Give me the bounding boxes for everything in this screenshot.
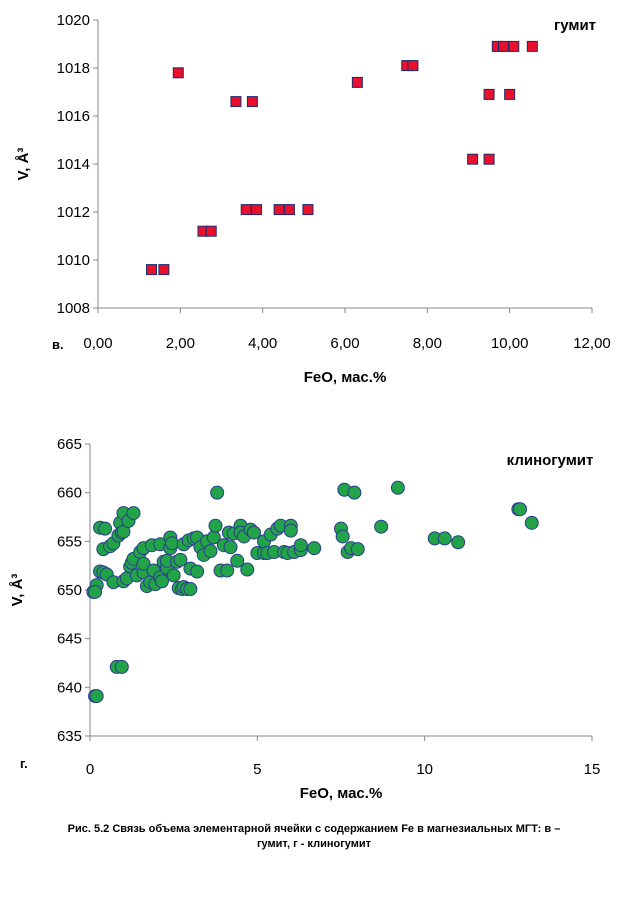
data-point bbox=[88, 584, 103, 599]
data-point bbox=[513, 502, 528, 517]
data-point bbox=[335, 529, 350, 544]
data-point bbox=[483, 88, 495, 100]
data-point bbox=[483, 153, 495, 165]
y-axis-label: V, Å³ bbox=[9, 574, 26, 607]
data-point bbox=[283, 523, 298, 538]
y-tick-label: 1010 bbox=[57, 252, 90, 269]
data-point bbox=[208, 518, 223, 533]
x-tick-label: 6,00 bbox=[330, 335, 359, 352]
y-tick-label: 635 bbox=[57, 728, 82, 745]
y-axis-label: V, Å³ bbox=[15, 148, 32, 181]
y-tick-label: 645 bbox=[57, 631, 82, 648]
data-point bbox=[273, 204, 285, 216]
data-point bbox=[89, 689, 104, 704]
data-point bbox=[223, 540, 238, 555]
data-point bbox=[350, 542, 365, 557]
data-point bbox=[293, 538, 308, 553]
caption-line-2: гумит, г - клиногумит bbox=[256, 838, 372, 850]
data-point bbox=[283, 204, 295, 216]
data-point bbox=[246, 96, 258, 108]
data-point bbox=[210, 485, 225, 500]
data-point bbox=[302, 204, 314, 216]
data-point bbox=[524, 515, 539, 530]
data-point bbox=[497, 40, 509, 52]
series-name: клиногумит bbox=[507, 452, 594, 469]
y-tick-label: 1014 bbox=[57, 156, 90, 173]
data-point bbox=[508, 40, 520, 52]
x-tick-label: 10 bbox=[416, 761, 433, 778]
data-point bbox=[351, 76, 363, 88]
data-point bbox=[136, 556, 151, 571]
x-tick-label: 0,00 bbox=[83, 335, 112, 352]
y-tick-label: 650 bbox=[57, 582, 82, 599]
data-point bbox=[437, 531, 452, 546]
data-point bbox=[374, 519, 389, 534]
data-point bbox=[203, 544, 218, 559]
data-point bbox=[246, 525, 261, 540]
y-tick-label: 665 bbox=[57, 436, 82, 453]
y-tick-label: 1008 bbox=[57, 300, 90, 317]
data-point bbox=[250, 204, 262, 216]
panel-label: г. bbox=[20, 756, 28, 771]
y-tick-label: 1018 bbox=[57, 60, 90, 77]
y-tick-label: 640 bbox=[57, 679, 82, 696]
data-point bbox=[526, 40, 538, 52]
data-point bbox=[146, 264, 158, 276]
series-name: гумит bbox=[554, 17, 596, 34]
x-axis-label: FeO, мас.% bbox=[304, 369, 387, 386]
chart-humite: 1008 1010 1012 1014 1016 1018 1020 0,00 2,00 4,00… bbox=[15, 12, 611, 386]
panel-label: в. bbox=[52, 337, 64, 352]
x-axis-label: FeO, мас.% bbox=[300, 785, 383, 802]
y-tick-label: 1012 bbox=[57, 204, 90, 221]
data-point bbox=[114, 659, 129, 674]
x-tick-label: 4,00 bbox=[248, 335, 277, 352]
data-point bbox=[467, 153, 479, 165]
y-tick-label: 1020 bbox=[57, 12, 90, 29]
data-point bbox=[240, 562, 255, 577]
chart-clinohumite: 635 640 645 650 655 660 665 0 5 10 15 FeO, мас.% V, … bbox=[9, 436, 601, 802]
data-point bbox=[190, 564, 205, 579]
x-tick-label: 5 bbox=[253, 761, 261, 778]
data-point bbox=[126, 506, 141, 521]
data-point bbox=[230, 96, 242, 108]
data-point bbox=[166, 568, 181, 583]
data-point bbox=[172, 67, 184, 79]
data-point bbox=[407, 60, 419, 72]
y-tick-label: 1016 bbox=[57, 108, 90, 125]
data-point bbox=[98, 521, 113, 536]
data-point bbox=[504, 88, 516, 100]
data-point bbox=[220, 563, 235, 578]
caption-line-1: Рис. 5.2 Связь объема элементарной ячейк… bbox=[67, 823, 561, 835]
data-point bbox=[390, 480, 405, 495]
data-point bbox=[154, 574, 169, 589]
data-point bbox=[307, 541, 322, 556]
data-point bbox=[158, 264, 170, 276]
data-point bbox=[451, 535, 466, 550]
figure-caption: Рис. 5.2 Связь объема элементарной ячейк… bbox=[20, 822, 608, 852]
y-tick-label: 655 bbox=[57, 533, 82, 550]
data-point bbox=[347, 485, 362, 500]
x-tick-label: 15 bbox=[584, 761, 601, 778]
data-point bbox=[230, 553, 245, 568]
data-point bbox=[183, 582, 198, 597]
data-point bbox=[240, 204, 252, 216]
x-tick-label: 8,00 bbox=[413, 335, 442, 352]
data-point bbox=[164, 536, 179, 551]
x-tick-label: 2,00 bbox=[166, 335, 195, 352]
x-tick-label: 12,00 bbox=[573, 335, 611, 352]
y-tick-label: 660 bbox=[57, 485, 82, 502]
data-point bbox=[205, 225, 217, 237]
data-point bbox=[173, 552, 188, 567]
x-tick-label: 10,00 bbox=[491, 335, 529, 352]
x-tick-label: 0 bbox=[86, 761, 94, 778]
